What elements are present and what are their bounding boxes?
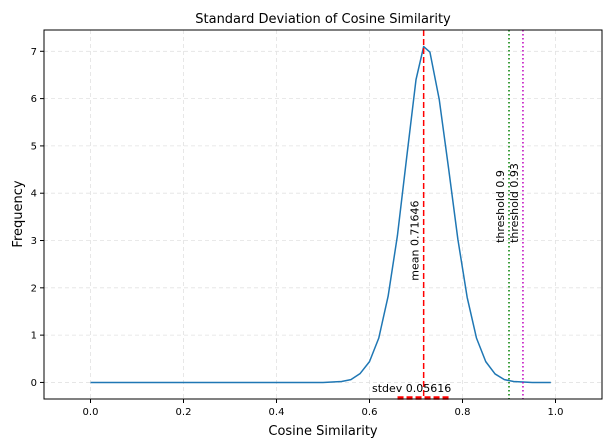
- y-tick-label: 2: [31, 283, 37, 294]
- reference-line-label: threshold 0.9: [494, 170, 507, 243]
- x-tick-label: 1.0: [548, 407, 564, 418]
- reference-line-label: mean 0.71646: [409, 201, 422, 281]
- y-tick-label: 3: [31, 236, 37, 247]
- plot-area: mean 0.71646 threshold 0.9 threshold 0.93 s…: [90, 30, 551, 400]
- y-tick-label: 1: [31, 331, 37, 342]
- x-tick-label: 0.8: [455, 407, 471, 418]
- chart-title: Standard Deviation of Cosine Similarity: [195, 12, 451, 27]
- x-tick-label: 0.4: [269, 407, 285, 418]
- axes-frame: [43, 29, 603, 400]
- x-tick-label: 0.2: [176, 407, 192, 418]
- y-tick-label: 4: [31, 189, 37, 200]
- y-axis-label: Frequency: [11, 180, 26, 247]
- x-axis-label: Cosine Similarity: [268, 424, 378, 439]
- y-tick-label: 0: [31, 378, 37, 389]
- y-tick-label: 6: [31, 94, 37, 105]
- stdev-label: stdev 0.05616: [372, 382, 451, 395]
- series-line: [90, 45, 551, 384]
- reference-line-label: threshold 0.93: [508, 163, 521, 243]
- axes: 0.0 0.2 0.4 0.6 0.8 1.0 0 1 2 3 4 5 6 7: [31, 29, 603, 418]
- y-tick-label: 7: [31, 47, 37, 58]
- x-tick-label: 0.0: [83, 407, 99, 418]
- x-tick-label: 0.6: [362, 407, 378, 418]
- y-tick-label: 5: [31, 141, 37, 152]
